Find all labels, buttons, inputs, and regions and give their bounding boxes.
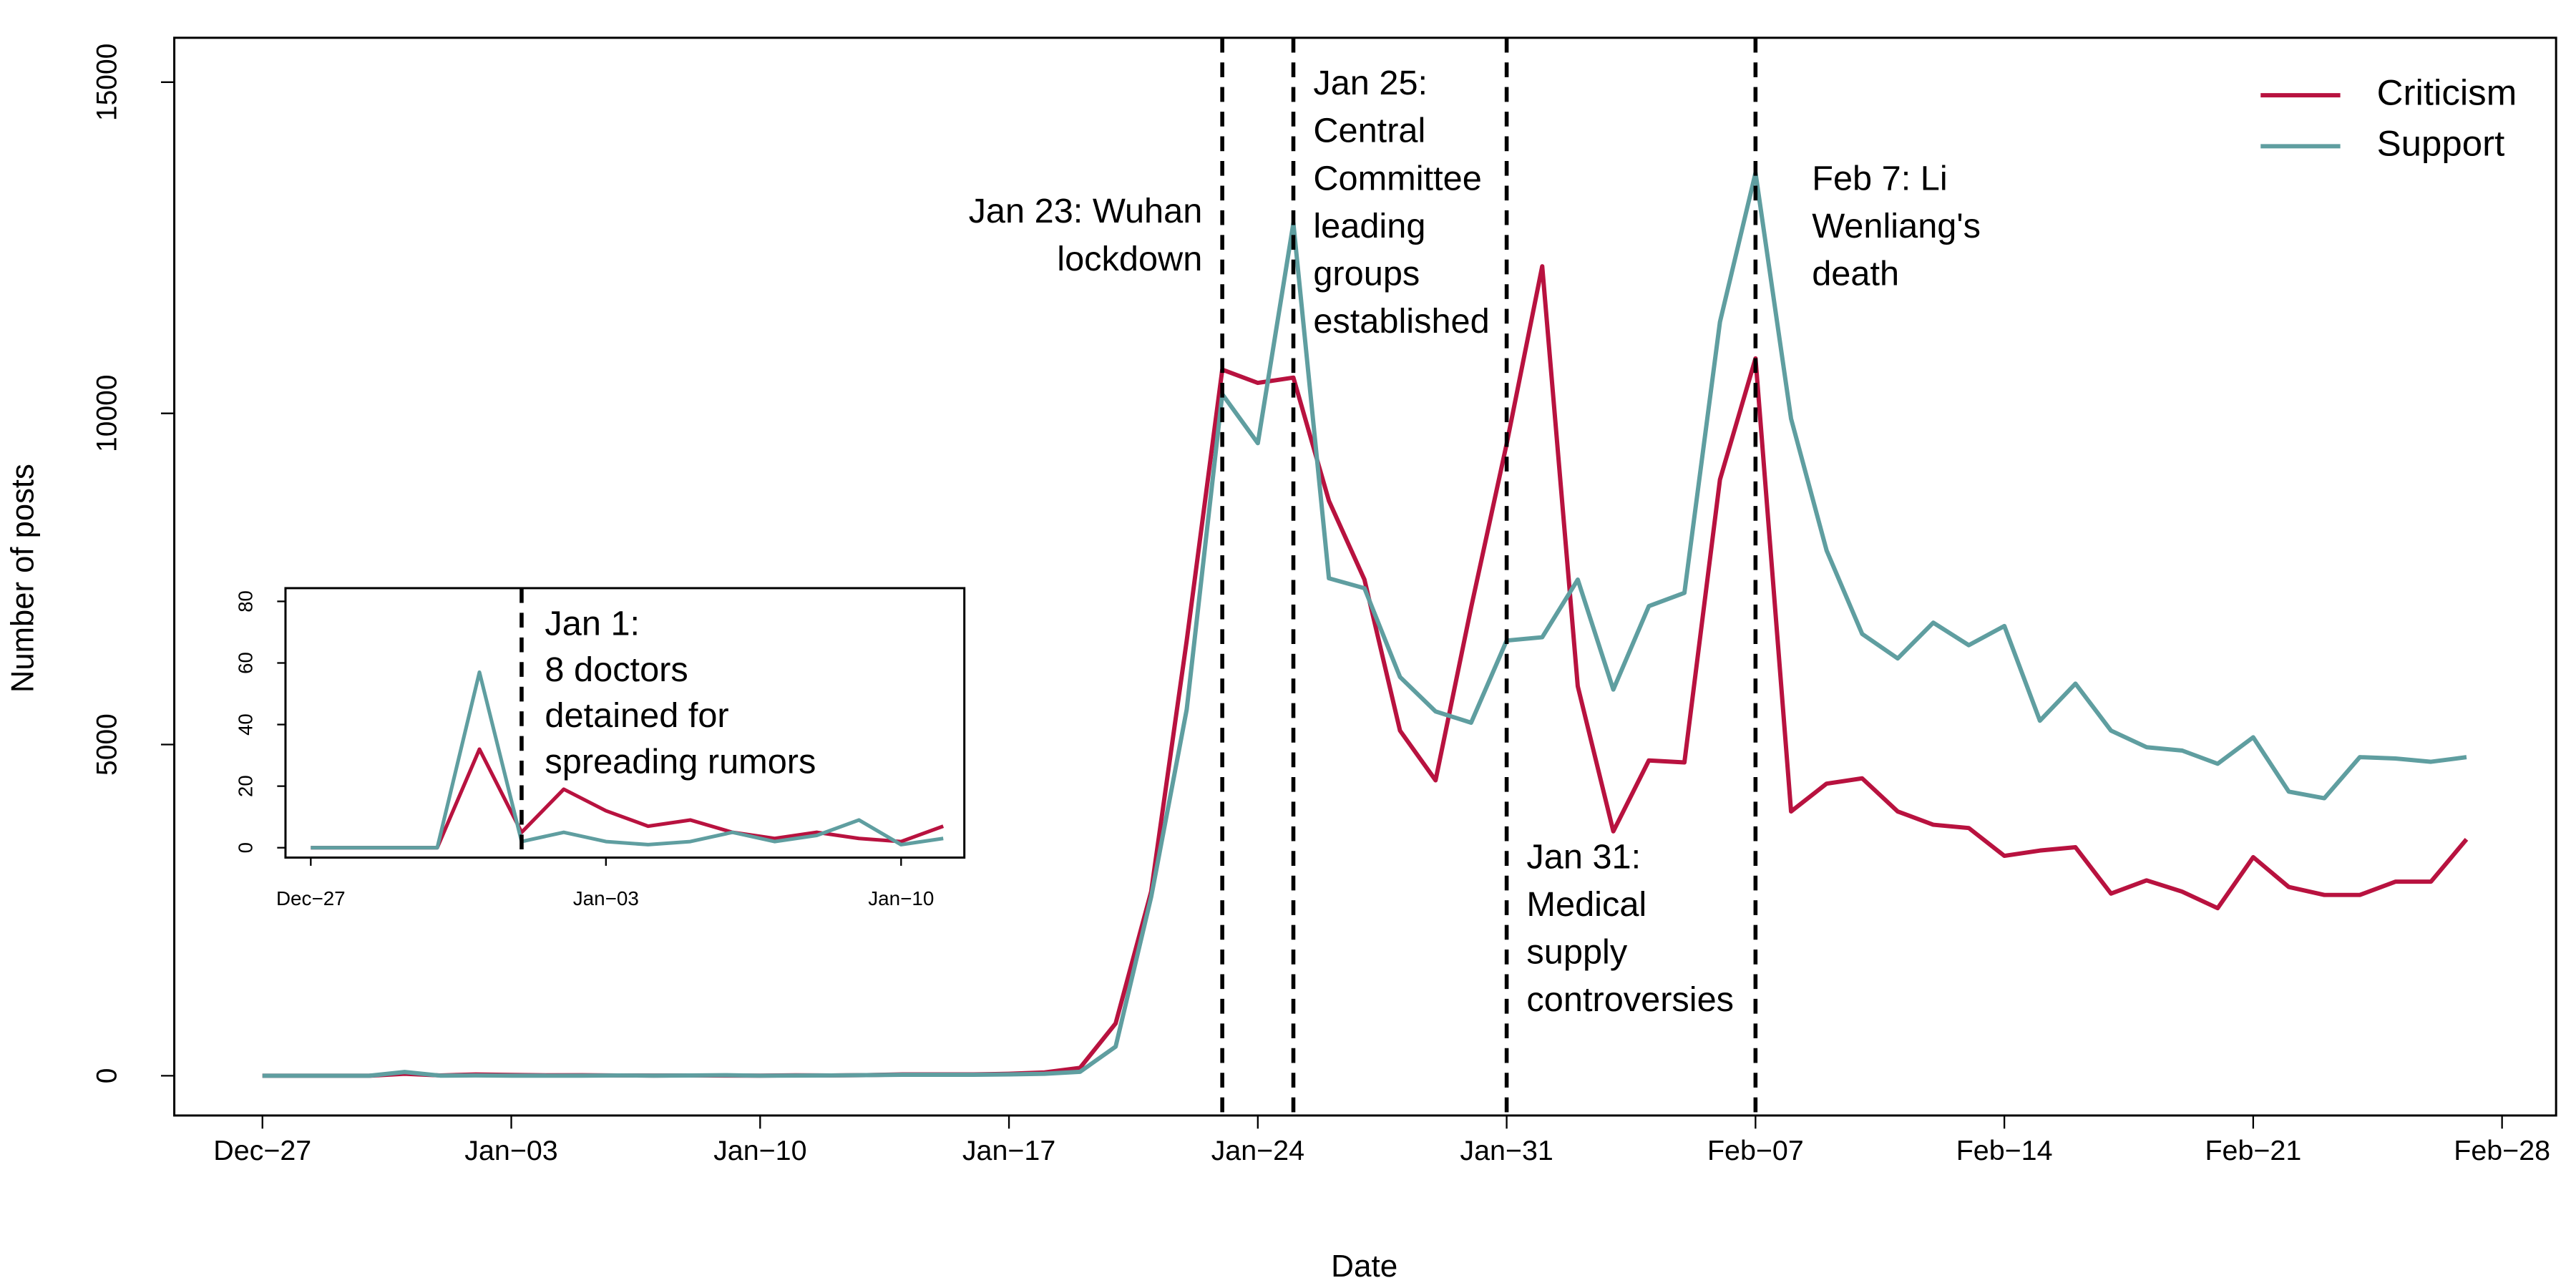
x-tick-label: Feb−28 xyxy=(2454,1135,2550,1166)
annotation: controversies xyxy=(1526,980,1734,1019)
x-axis-title: Date xyxy=(1331,1249,1397,1284)
annotation: Jan 25: xyxy=(1313,64,1428,102)
y-tick-label: 5000 xyxy=(91,713,122,776)
y-tick-label: 10000 xyxy=(91,374,122,452)
annotation: Wenliang's xyxy=(1812,207,1981,245)
series-line xyxy=(262,170,2467,1078)
x-tick-label: Dec−27 xyxy=(213,1135,311,1166)
annotation: Jan 1: xyxy=(545,605,640,643)
annotation: leading xyxy=(1313,207,1425,245)
y-tick-label: 15000 xyxy=(91,44,122,122)
annotation: established xyxy=(1313,302,1489,341)
x-tick-label: Jan−31 xyxy=(1460,1135,1553,1166)
annotation: 8 doctors xyxy=(545,650,688,689)
annotation: Jan 31: xyxy=(1526,838,1641,877)
y-tick-label: 20 xyxy=(234,775,256,797)
annotation: lockdown xyxy=(1057,240,1202,278)
x-tick-label: Jan−17 xyxy=(962,1135,1055,1166)
annotation: supply xyxy=(1526,933,1628,972)
x-tick-label: Feb−14 xyxy=(1956,1135,2053,1166)
legend-label: Criticism xyxy=(2377,72,2517,113)
x-tick-label: Jan−24 xyxy=(1211,1135,1304,1166)
annotation: detained for xyxy=(545,696,728,735)
x-tick-label: Jan−10 xyxy=(713,1135,806,1166)
x-tick-label: Feb−07 xyxy=(1707,1135,1804,1166)
y-axis-title: Number of posts xyxy=(5,464,40,693)
annotation: Medical xyxy=(1526,885,1646,924)
annotation: Jan 23: Wuhan xyxy=(969,192,1203,230)
annotation: Feb 7: Li xyxy=(1812,160,1948,198)
y-tick-label: 0 xyxy=(234,842,256,853)
legend-label: Support xyxy=(2377,123,2505,164)
annotation: Central xyxy=(1313,112,1425,150)
annotation: death xyxy=(1812,255,1899,293)
y-tick-label: 80 xyxy=(234,590,256,613)
y-tick-label: 40 xyxy=(234,713,256,736)
x-tick-label: Jan−10 xyxy=(868,887,934,909)
annotation: groups xyxy=(1313,255,1420,293)
x-tick-label: Dec−27 xyxy=(276,887,346,909)
y-tick-label: 0 xyxy=(91,1068,122,1084)
plot-area xyxy=(284,587,966,859)
annotation: Committee xyxy=(1313,160,1481,198)
x-tick-label: Jan−03 xyxy=(464,1135,557,1166)
x-tick-label: Feb−21 xyxy=(2205,1135,2301,1166)
series-line xyxy=(311,670,944,850)
annotation: spreading rumors xyxy=(545,743,816,781)
y-tick-label: 60 xyxy=(234,652,256,674)
x-tick-label: Jan−03 xyxy=(573,887,639,909)
